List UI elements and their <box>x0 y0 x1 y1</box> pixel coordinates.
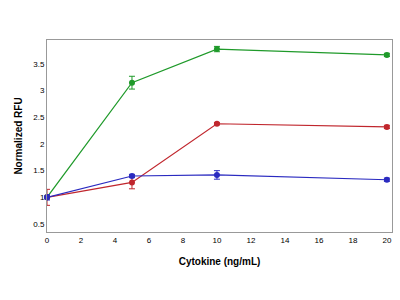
svg-text:12: 12 <box>246 236 255 245</box>
svg-text:14: 14 <box>280 236 289 245</box>
svg-text:2: 2 <box>40 140 45 149</box>
svg-text:3.5: 3.5 <box>33 60 45 69</box>
svg-text:2.5: 2.5 <box>33 113 45 122</box>
svg-text:6: 6 <box>147 236 152 245</box>
svg-text:4: 4 <box>113 236 118 245</box>
svg-text:Cytokine (ng/mL): Cytokine (ng/mL) <box>179 256 261 267</box>
svg-text:18: 18 <box>348 236 357 245</box>
svg-text:16: 16 <box>314 236 323 245</box>
svg-text:3: 3 <box>40 86 45 95</box>
svg-text:1: 1 <box>40 193 45 202</box>
svg-text:0: 0 <box>45 236 50 245</box>
svg-text:1.5: 1.5 <box>33 166 45 175</box>
svg-text:10: 10 <box>212 236 221 245</box>
svg-text:8: 8 <box>181 236 186 245</box>
svg-text:2: 2 <box>79 236 84 245</box>
svg-text:0.5: 0.5 <box>33 220 45 229</box>
svg-text:20: 20 <box>382 236 391 245</box>
svg-text:Normalized RFU: Normalized RFU <box>13 97 24 174</box>
